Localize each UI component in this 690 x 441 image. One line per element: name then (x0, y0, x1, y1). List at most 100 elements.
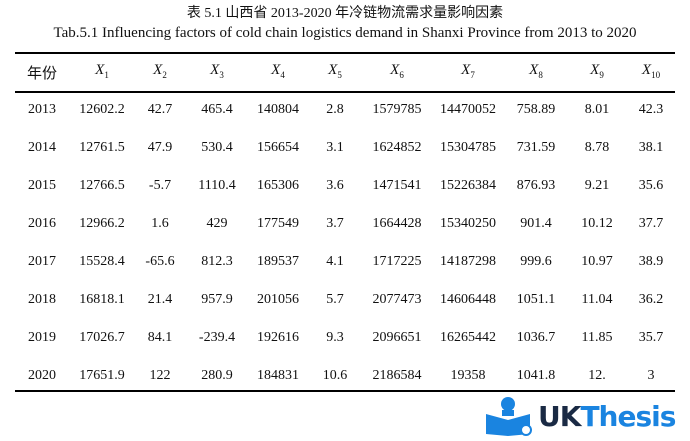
variable-subscript: 9 (599, 70, 604, 80)
value-cell: 12966.2 (79, 216, 125, 231)
value-cell: 35.7 (638, 330, 664, 345)
table-row: 2015 12766.5 -5.7 1110.4 165306 3.6 1471541 152… (0, 178, 690, 198)
value-cell: 2.8 (326, 102, 344, 117)
variable-subscript: 3 (219, 70, 224, 80)
value-cell: 17026.7 (79, 330, 125, 345)
value-cell: 5.7 (326, 292, 344, 307)
value-cell: 14187298 (440, 254, 496, 269)
value-cell: 1717225 (372, 254, 422, 269)
value-cell: 15340250 (440, 216, 496, 231)
value-cell: 999.6 (520, 254, 552, 269)
year-cell: 2013 (28, 102, 56, 117)
table-row: 2016 12966.2 1.6 429 177549 3.7 1664428 1534025… (0, 216, 690, 236)
value-cell: 189537 (257, 254, 299, 269)
table-row: 2017 15528.4 -65.6 812.3 189537 4.1 1717225 141… (0, 254, 690, 274)
value-cell: 1041.8 (516, 368, 556, 383)
watermark-uk: UK (538, 399, 581, 433)
value-cell: 280.9 (201, 368, 233, 383)
value-cell: 465.4 (201, 102, 233, 117)
value-cell: 19358 (450, 368, 486, 383)
top-rule (15, 52, 675, 54)
variable-subscript: 8 (538, 70, 543, 80)
header-x1: X1 (95, 62, 109, 80)
variable-subscript: 5 (337, 70, 342, 80)
value-cell: 9.3 (326, 330, 344, 345)
value-cell: 3 (647, 368, 655, 383)
reader-book-icon (486, 397, 532, 436)
value-cell: 42.3 (638, 102, 664, 117)
value-cell: 11.85 (581, 330, 613, 345)
variable-symbol: X (641, 62, 652, 78)
value-cell: 177549 (257, 216, 299, 231)
header-x4: X4 (271, 62, 285, 80)
header-x10: X10 (642, 62, 660, 80)
value-cell: 1624852 (372, 140, 422, 155)
value-cell: 17651.9 (79, 368, 125, 383)
value-cell: 165306 (257, 178, 299, 193)
value-cell: 38.9 (638, 254, 664, 269)
value-cell: 16265442 (440, 330, 496, 345)
value-cell: 42.7 (147, 102, 173, 117)
value-cell: 84.1 (147, 330, 173, 345)
value-cell: 10.12 (581, 216, 613, 231)
value-cell: 1051.1 (516, 292, 556, 307)
value-cell: 2077473 (372, 292, 422, 307)
year-cell: 2019 (28, 330, 56, 345)
value-cell: -5.7 (148, 178, 172, 193)
value-cell: 201056 (257, 292, 299, 307)
value-cell: 16818.1 (79, 292, 125, 307)
value-cell: 122 (149, 368, 171, 383)
value-cell: 3.6 (326, 178, 344, 193)
value-cell: 47.9 (147, 140, 173, 155)
value-cell: 1664428 (372, 216, 422, 231)
watermark-logo: UKThesis (482, 396, 676, 436)
value-cell: 758.89 (516, 102, 556, 117)
year-cell: 2014 (28, 140, 56, 155)
value-cell: 12766.5 (79, 178, 125, 193)
year-cell: 2015 (28, 178, 56, 193)
header-x7: X7 (461, 62, 475, 80)
bottom-rule (15, 390, 675, 392)
value-cell: 15304785 (440, 140, 496, 155)
value-cell: 1579785 (372, 102, 422, 117)
value-cell: 14606448 (440, 292, 496, 307)
table-row: 2014 12761.5 47.9 530.4 156654 3.1 1624852 1530… (0, 140, 690, 160)
table-caption-chinese: 表 5.1 山西省 2013-2020 年冷链物流需求量影响因素 (186, 6, 504, 21)
value-cell: 530.4 (201, 140, 233, 155)
value-cell: 192616 (257, 330, 299, 345)
header-x2: X2 (153, 62, 167, 80)
variable-symbol: X (271, 62, 281, 78)
table-row: 2018 16818.1 21.4 957.9 201056 5.7 2077473 1460… (0, 292, 690, 312)
variable-symbol: X (95, 62, 105, 78)
header-x3: X3 (210, 62, 224, 80)
value-cell: 11.04 (581, 292, 613, 307)
value-cell: 36.2 (638, 292, 664, 307)
value-cell: 876.93 (516, 178, 556, 193)
value-cell: 12. (588, 368, 606, 383)
value-cell: 4.1 (326, 254, 344, 269)
header-x5: X5 (328, 62, 342, 80)
year-cell: 2016 (28, 216, 56, 231)
value-cell: 15226384 (440, 178, 496, 193)
value-cell: 901.4 (520, 216, 552, 231)
value-cell: 184831 (257, 368, 299, 383)
value-cell: 12602.2 (79, 102, 125, 117)
value-cell: 2096651 (372, 330, 422, 345)
value-cell: 9.21 (584, 178, 610, 193)
variable-symbol: X (461, 62, 471, 78)
variable-symbol: X (210, 62, 220, 78)
value-cell: 1471541 (372, 178, 422, 193)
variable-subscript: 7 (470, 70, 475, 80)
variable-subscript: 10 (651, 70, 661, 80)
variable-symbol: X (328, 62, 338, 78)
value-cell: 1.6 (151, 216, 169, 231)
value-cell: 15528.4 (79, 254, 125, 269)
value-cell: 957.9 (201, 292, 233, 307)
variable-symbol: X (590, 62, 600, 78)
value-cell: 2186584 (372, 368, 422, 383)
value-cell: -65.6 (145, 254, 175, 269)
table-caption-english: Tab.5.1 Influencing factors of cold chai… (53, 25, 637, 41)
value-cell: 38.1 (638, 140, 664, 155)
value-cell: 1110.4 (198, 178, 236, 193)
variable-symbol: X (153, 62, 163, 78)
